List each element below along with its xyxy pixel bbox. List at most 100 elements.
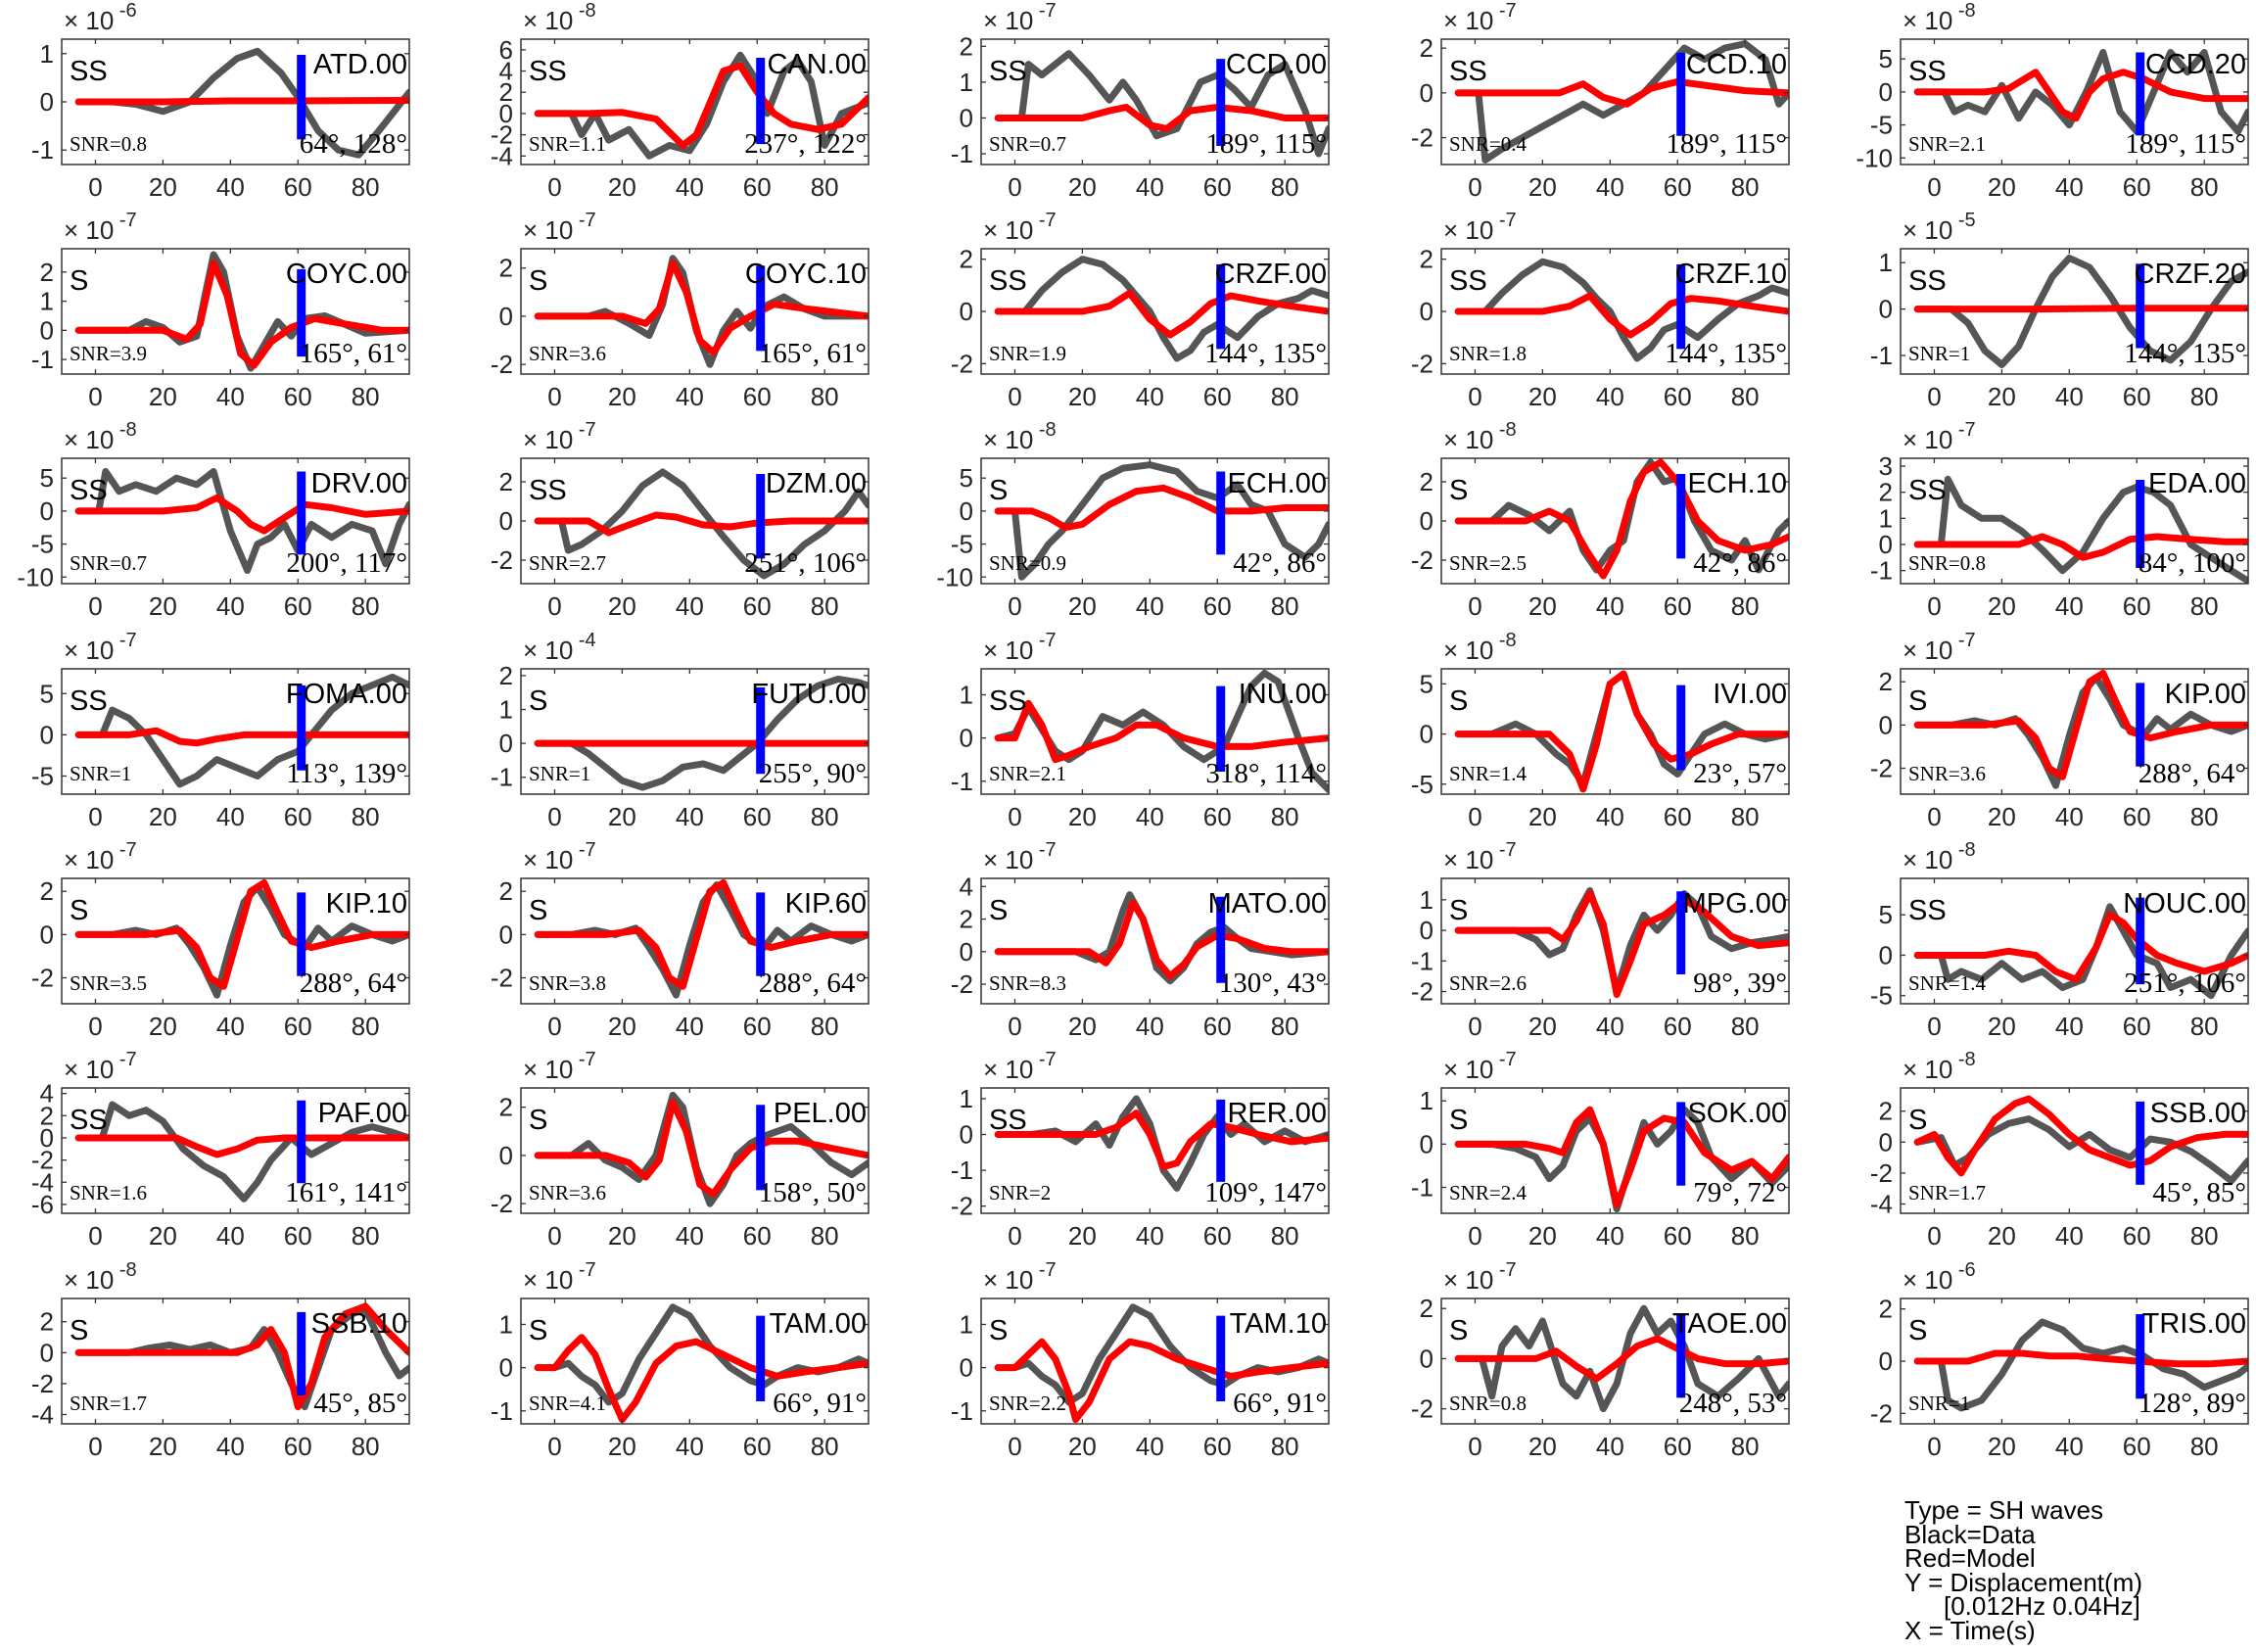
snr-label: SNR=3.5	[70, 971, 147, 995]
x-tick-label: 0	[88, 172, 102, 202]
x-tick-label: 40	[676, 1221, 704, 1251]
panel-pel-00: 0 20 40 60 80 -2 0 2 × 10 -7 PEL.00 S SNR=3.6 158°, …	[491, 1049, 870, 1251]
data-trace	[74, 468, 409, 574]
phase-label: S	[1449, 475, 1468, 506]
phase-label: SS	[1449, 265, 1487, 297]
panel-dzm-00: 0 20 40 60 80 -2 0 2 × 10 -7 DZM.00 SS SNR=2.7 251°,…	[491, 419, 870, 621]
x-tick-label: 40	[1596, 1221, 1624, 1251]
snr-label: SNR=8.3	[989, 971, 1066, 995]
panel-futu-00: 0 20 40 60 80 -1 0 1 2 × 10 -4 FUTU.00 S SNR=1 255°, …	[491, 630, 870, 831]
y-tick-label: 1	[40, 287, 54, 316]
data-trace	[534, 1091, 869, 1207]
exponent-label: × 10 -7	[1443, 0, 1517, 35]
angles-label: 189°, 115°	[2125, 128, 2246, 160]
x-tick-label: 0	[1008, 591, 1021, 621]
x-tick-label: 0	[547, 1221, 561, 1251]
x-tick-label: 20	[1068, 1012, 1097, 1041]
x-tick-label: 40	[2055, 1221, 2084, 1251]
phase-label: S	[1449, 685, 1468, 717]
y-tick-label: 0	[1420, 1344, 1434, 1373]
y-tick-label: 0	[40, 1338, 54, 1367]
x-tick-label: 80	[1731, 172, 1760, 202]
station-label: TRIS.00	[2142, 1308, 2246, 1340]
model-trace	[534, 1334, 869, 1424]
x-tick-label: 20	[1988, 1012, 2016, 1041]
x-tick-label: 80	[1731, 1012, 1760, 1041]
y-tick-label: 2	[499, 1093, 513, 1122]
station-label: TAOE.00	[1672, 1308, 1787, 1340]
angles-label: 248°, 53°	[1679, 1388, 1787, 1419]
x-tick-label: 20	[608, 1221, 636, 1251]
phase-label: S	[1908, 1105, 1927, 1136]
x-tick-label: 80	[2190, 591, 2219, 621]
x-tick-label: 60	[2123, 172, 2151, 202]
phase-label: SS	[1908, 475, 1947, 506]
phase-label: S	[989, 895, 1008, 926]
panel-tris-00: 0 20 40 60 80 -2 0 2 × 10 -6 TRIS.00 S SNR=1 128°, 8…	[1870, 1259, 2249, 1461]
x-tick-label: 40	[676, 172, 704, 202]
station-label: COYC.00	[286, 259, 407, 290]
x-tick-label: 0	[547, 1432, 561, 1461]
phase-label: SS	[70, 475, 108, 506]
x-tick-label: 0	[1008, 802, 1021, 831]
angles-label: 189°, 115°	[1205, 128, 1327, 160]
exponent-label: × 10 -7	[1443, 210, 1517, 245]
y-tick-label: -2	[951, 1192, 973, 1221]
x-tick-label: 80	[811, 1432, 839, 1461]
exponent-label: × 10 -6	[64, 0, 137, 35]
station-label: KIP.60	[785, 888, 867, 920]
x-tick-label: 80	[811, 802, 839, 831]
y-tick-label: -10	[17, 562, 54, 591]
angles-label: 200°, 117°	[286, 547, 407, 579]
angles-label: 130°, 43°	[1219, 968, 1327, 999]
y-tick-label: -2	[31, 1369, 54, 1398]
phase-label: SS	[989, 685, 1027, 717]
exponent-label: × 10 -7	[983, 839, 1057, 874]
angles-label: 189°, 115°	[1666, 128, 1787, 160]
station-label: ATD.00	[313, 49, 407, 80]
model-trace	[74, 97, 409, 106]
y-tick-label: 0	[1420, 720, 1434, 749]
y-tick-label: 2	[1879, 478, 1893, 507]
y-tick-label: -5	[1870, 111, 1893, 140]
panel-taoe-00: 0 20 40 60 80 -2 0 2 × 10 -7 TAOE.00 S SNR=0.8 248°,…	[1411, 1259, 1790, 1461]
x-tick-label: 60	[1664, 591, 1692, 621]
x-tick-label: 20	[149, 1221, 177, 1251]
angles-label: 158°, 50°	[759, 1177, 867, 1208]
x-tick-label: 40	[216, 1221, 245, 1251]
x-tick-label: 80	[1271, 172, 1299, 202]
angles-label: 288°, 64°	[300, 968, 407, 999]
snr-label: SNR=0.7	[989, 132, 1066, 156]
x-tick-label: 20	[1988, 172, 2016, 202]
x-tick-label: 80	[352, 591, 380, 621]
phase-label: SS	[1908, 265, 1947, 297]
axes-box	[520, 1298, 870, 1425]
x-tick-label: 0	[1008, 172, 1021, 202]
angles-label: 128°, 89°	[2138, 1388, 2246, 1419]
x-tick-label: 80	[352, 1221, 380, 1251]
y-tick-label: -5	[951, 530, 973, 559]
station-label: DZM.00	[766, 468, 867, 499]
y-tick-label: -2	[491, 1189, 513, 1218]
x-tick-label: 80	[1731, 1432, 1760, 1461]
y-tick-label: 0	[1879, 1346, 1893, 1376]
panel-foma-00: 0 20 40 60 80 -5 0 5 × 10 -7 FOMA.00 SS SNR=1 113°, …	[31, 630, 410, 831]
angles-label: 165°, 61°	[759, 338, 867, 369]
y-tick-label: 1	[960, 680, 973, 709]
y-tick-label: -2	[31, 1146, 54, 1175]
y-tick-label: 6	[499, 35, 513, 65]
x-tick-label: 40	[1136, 802, 1164, 831]
y-tick-label: -2	[1870, 1398, 1893, 1428]
model-trace	[1913, 305, 2248, 313]
exponent-label: × 10 -7	[1443, 839, 1517, 874]
y-tick-label: 4	[960, 872, 973, 901]
axes-box	[980, 457, 1330, 585]
x-tick-label: 40	[676, 1432, 704, 1461]
y-tick-label: 2	[1420, 33, 1434, 63]
axes-box	[520, 1087, 870, 1214]
y-tick-label: 0	[40, 315, 54, 345]
angles-label: 98°, 39°	[1693, 968, 1787, 999]
x-tick-label: 60	[2123, 802, 2151, 831]
